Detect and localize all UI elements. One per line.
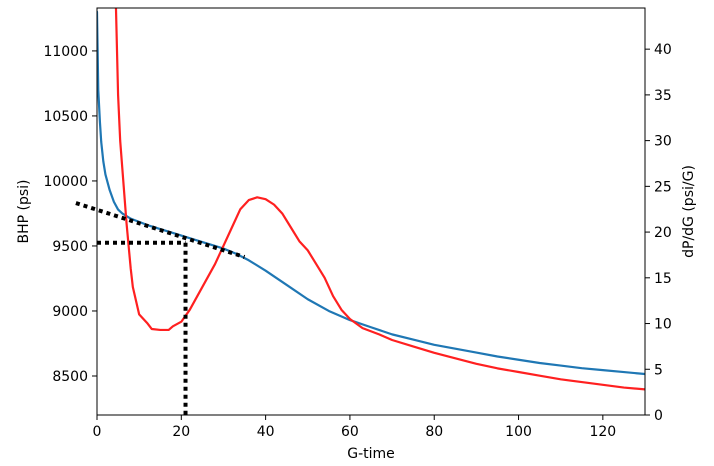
y-right-tick-label: 0 <box>654 408 663 424</box>
y-axis-right-title: dP/dG (psi/G) <box>681 165 697 258</box>
y-right-tick-label: 25 <box>654 179 672 195</box>
x-axis-title: G-time <box>347 446 395 462</box>
y-left-tick-label: 9000 <box>52 304 88 320</box>
x-tick-label: 40 <box>257 424 275 440</box>
y-right-tick-label: 5 <box>654 362 663 378</box>
x-tick-label: 20 <box>172 424 190 440</box>
x-tick-label: 60 <box>341 424 359 440</box>
y-right-tick-label: 40 <box>654 42 672 58</box>
x-tick-label: 100 <box>505 424 532 440</box>
y-left-tick-label: 11000 <box>43 44 88 60</box>
axis-layer: 0 20 40 60 80 100 1208500900095001000010500110… <box>43 42 671 440</box>
y-axis-left-title: BHP (psi) <box>16 179 32 243</box>
plot-frame <box>96 7 646 416</box>
series-layer <box>97 8 645 391</box>
y-left-tick-label: 10000 <box>43 174 88 190</box>
y-right-tick-label: 30 <box>654 134 672 150</box>
y-right-tick-label: 10 <box>654 317 672 333</box>
y-right-tick-label: 15 <box>654 271 672 287</box>
x-tick-label: 0 <box>93 424 102 440</box>
annotation-layer <box>75 201 246 415</box>
y-left-tick-label: 8500 <box>52 369 88 385</box>
y-right-tick-label: 35 <box>654 88 672 104</box>
y-left-tick-label: 9500 <box>52 239 88 255</box>
dotted-tangent-line <box>75 201 246 259</box>
derivative-series-line <box>114 8 645 391</box>
x-tick-label: 120 <box>589 424 616 440</box>
y-right-tick-label: 20 <box>654 225 672 241</box>
x-tick-label: 80 <box>425 424 443 440</box>
y-left-tick-label: 10500 <box>43 109 88 125</box>
pressure-series-line <box>97 10 645 376</box>
